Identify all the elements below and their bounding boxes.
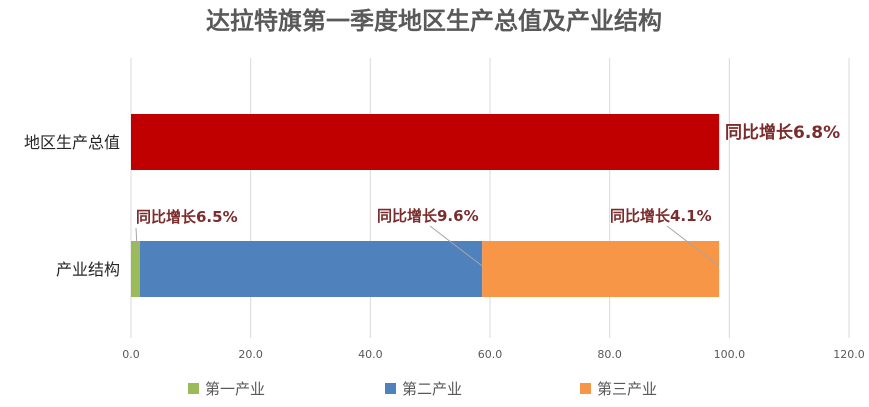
legend-label: 第二产业 [402,380,462,398]
leader-line [135,227,139,267]
legend-swatch [385,383,396,394]
x-tick-label: 60.0 [478,348,503,361]
legend-label: 第三产业 [597,380,657,398]
category-label: 地区生产总值 [24,133,120,152]
leader-line [666,225,720,267]
annotations: 同比增长6.8% 同比增长6.5% 同比增长9.6% 同比增长4.1% [135,122,840,267]
x-tick-label: 20.0 [238,348,263,361]
x-tick-label: 0.0 [122,348,140,361]
bars [131,114,720,297]
leader-line [429,225,483,267]
bar-segment-2 [139,241,483,297]
legend: 第一产业 第二产业 第三产业 [188,380,657,398]
annotation-label: 同比增长4.1% [610,207,712,225]
gridlines [130,58,850,338]
x-tick-label: 120.0 [833,348,865,361]
x-axis-labels: 0.0 20.0 40.0 60.0 80.0 100.0 120.0 [122,348,865,361]
legend-label: 第一产业 [205,380,265,398]
chart-title: 达拉特旗第一季度地区生产总值及产业结构 [206,6,662,35]
bar-total [131,114,720,170]
annotation-label: 同比增长6.8% [725,122,840,143]
bar-segment-1 [131,241,140,297]
category-label: 产业结构 [56,260,120,279]
x-tick-label: 80.0 [597,348,622,361]
annotation-label: 同比增长9.6% [377,207,479,225]
x-tick-label: 40.0 [358,348,383,361]
annotation-label: 同比增长6.5% [136,208,238,226]
legend-swatch [580,383,591,394]
x-tick-label: 100.0 [714,348,746,361]
legend-swatch [188,383,199,394]
bar-segment-3 [482,241,720,297]
